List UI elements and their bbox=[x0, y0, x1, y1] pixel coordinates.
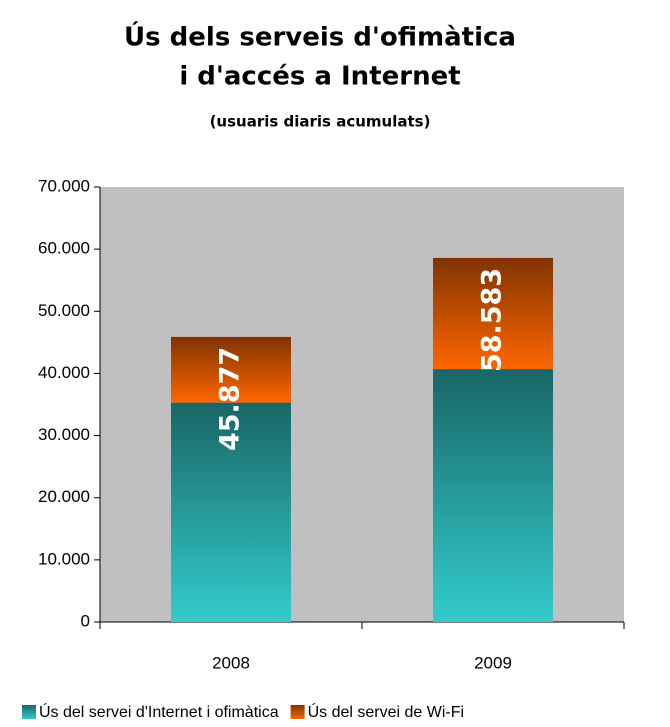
y-tick-label: 30.000 bbox=[38, 425, 90, 444]
chart-subtitle: (usuaris diaris acumulats) bbox=[210, 113, 431, 131]
bar-segment bbox=[171, 402, 291, 622]
x-tick-label: 2009 bbox=[474, 653, 512, 672]
bar-segment bbox=[171, 336, 291, 403]
y-tick-label: 70.000 bbox=[38, 176, 90, 195]
total-label: 58.583 bbox=[477, 268, 508, 372]
legend-swatch bbox=[22, 705, 36, 719]
legend-label: Ús del servei d'Internet i ofimàtica bbox=[39, 702, 279, 721]
y-tick-label: 20.000 bbox=[38, 487, 90, 506]
y-tick-label: 40.000 bbox=[38, 363, 90, 382]
legend-swatch bbox=[290, 705, 305, 719]
bar-segment bbox=[433, 257, 553, 370]
legend-label: Ús del servei de Wi-Fi bbox=[308, 702, 464, 721]
bar-segment bbox=[433, 369, 553, 622]
x-tick-label: 2008 bbox=[212, 653, 250, 672]
chart-title: Ús dels serveis d'ofimàtica bbox=[124, 21, 516, 53]
y-tick-label: 10.000 bbox=[38, 549, 90, 568]
y-tick-label: 0 bbox=[81, 611, 90, 630]
y-tick-label: 50.000 bbox=[38, 301, 90, 320]
chart-title: i d'accés a Internet bbox=[179, 62, 460, 92]
y-tick-label: 60.000 bbox=[38, 239, 90, 258]
total-label: 45.877 bbox=[215, 347, 246, 451]
